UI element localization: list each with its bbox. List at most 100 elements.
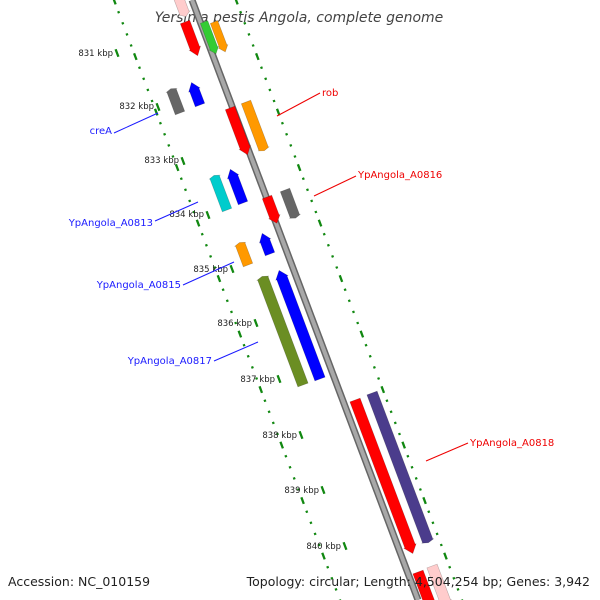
gene-label-YpAngola_A0817[interactable]: YpAngola_A0817 bbox=[127, 356, 212, 367]
major-tick bbox=[255, 52, 260, 61]
minor-tick bbox=[309, 521, 313, 525]
minor-tick bbox=[284, 454, 288, 458]
minor-tick bbox=[398, 432, 401, 436]
major-tick bbox=[359, 330, 365, 338]
minor-tick bbox=[242, 343, 246, 347]
minor-tick bbox=[456, 587, 460, 591]
left-tick-line bbox=[112, 0, 342, 600]
gene-feature-top-pink[interactable] bbox=[173, 0, 191, 17]
gene-features bbox=[165, 0, 452, 600]
minor-tick bbox=[326, 243, 330, 247]
minor-tick bbox=[343, 288, 347, 292]
major-tick bbox=[253, 318, 259, 328]
minor-tick bbox=[301, 177, 305, 181]
minor-tick bbox=[406, 454, 410, 458]
gene-feature-A0818b[interactable] bbox=[366, 390, 434, 544]
major-tick bbox=[216, 274, 222, 283]
minor-tick bbox=[335, 266, 339, 269]
major-tick bbox=[174, 163, 180, 172]
minor-tick bbox=[393, 421, 397, 425]
leader-YpAngola_A0815 bbox=[182, 261, 235, 286]
gene-feature-YpAngola_A0815[interactable] bbox=[234, 242, 254, 268]
minor-tick bbox=[322, 232, 326, 236]
minor-tick bbox=[452, 576, 456, 580]
gene-feature-top-red[interactable] bbox=[179, 19, 201, 57]
gene-feature-A0815b[interactable] bbox=[259, 232, 276, 257]
scale-labels: 831 kbp 832 kbp 833 kbp 834 kbp 835 kbp … bbox=[78, 49, 341, 552]
gene-label-YpAngola_A0816[interactable]: YpAngola_A0816 bbox=[357, 170, 442, 181]
major-tick bbox=[300, 496, 305, 505]
gene-feature-rob-orange[interactable] bbox=[240, 99, 270, 152]
gene-feature-bottom-red[interactable] bbox=[412, 569, 436, 600]
scale-label: 832 kbp bbox=[119, 102, 154, 112]
gene-label-YpAngola_A0813[interactable]: YpAngola_A0813 bbox=[68, 218, 153, 229]
backbone-line bbox=[190, 0, 420, 600]
minor-tick bbox=[296, 488, 300, 491]
minor-tick bbox=[125, 32, 129, 36]
major-tick bbox=[321, 552, 326, 560]
major-tick bbox=[133, 52, 138, 61]
minor-tick bbox=[239, 10, 243, 14]
gene-label-creA[interactable]: creA bbox=[90, 126, 113, 137]
leader-YpAngola_A0813 bbox=[154, 201, 199, 222]
gene-feature-top-green[interactable] bbox=[199, 20, 220, 55]
minor-tick bbox=[264, 77, 268, 81]
major-tick bbox=[180, 156, 186, 166]
minor-tick bbox=[314, 210, 318, 214]
gene-feature-rob[interactable] bbox=[224, 105, 251, 156]
gene-feature-top-orange[interactable] bbox=[209, 20, 229, 53]
minor-tick bbox=[209, 254, 213, 258]
gene-feature-YpAngola_A0818[interactable] bbox=[349, 397, 417, 554]
major-tick bbox=[237, 330, 243, 338]
minor-tick bbox=[260, 66, 263, 70]
label-leaders bbox=[113, 92, 469, 462]
minor-tick bbox=[263, 399, 267, 403]
minor-tick bbox=[243, 21, 247, 25]
minor-tick bbox=[255, 377, 259, 380]
major-tick bbox=[298, 430, 304, 440]
minor-tick bbox=[179, 177, 183, 181]
gene-feature-bottom-pink[interactable] bbox=[426, 563, 452, 600]
gene-labels: creA YpAngola_A0813 YpAngola_A0815 YpAng… bbox=[68, 88, 555, 449]
gene-label-YpAngola_A0815[interactable]: YpAngola_A0815 bbox=[96, 280, 181, 291]
minor-tick bbox=[317, 543, 321, 547]
gene-feature-creA[interactable] bbox=[165, 88, 186, 116]
gene-feature-YpAngola_A0813[interactable] bbox=[208, 174, 233, 213]
scale-label: 833 kbp bbox=[144, 156, 179, 166]
minor-tick bbox=[427, 510, 431, 514]
minor-tick bbox=[171, 155, 175, 158]
gene-feature-A0816b[interactable] bbox=[279, 187, 301, 219]
gene-label-YpAngola_A0818[interactable]: YpAngola_A0818 bbox=[469, 438, 554, 449]
minor-tick bbox=[306, 188, 309, 192]
minor-tick bbox=[225, 299, 229, 303]
minor-tick bbox=[448, 565, 452, 569]
genome-backbone bbox=[188, 0, 422, 600]
gene-feature-YpAngola_A0817[interactable] bbox=[256, 275, 309, 388]
scale-label: 836 kbp bbox=[217, 319, 252, 329]
gene-feature-A0814[interactable] bbox=[227, 168, 249, 206]
minor-tick bbox=[138, 66, 141, 70]
topology-text: Topology: circular; Length: 4,504,254 bp… bbox=[246, 574, 590, 589]
minor-tick bbox=[331, 254, 335, 258]
minor-tick bbox=[385, 399, 389, 403]
minor-tick bbox=[163, 132, 167, 136]
minor-tick bbox=[347, 299, 351, 303]
minor-tick bbox=[251, 44, 255, 47]
gene-label-rob[interactable]: rob bbox=[322, 88, 338, 99]
minor-tick bbox=[289, 143, 293, 147]
scale-label: 840 kbp bbox=[306, 542, 341, 552]
minor-tick bbox=[305, 510, 309, 514]
gene-feature-A0817b[interactable] bbox=[275, 269, 326, 382]
minor-tick bbox=[246, 354, 250, 358]
minor-tick bbox=[247, 32, 251, 36]
minor-tick bbox=[435, 532, 439, 536]
minor-tick bbox=[418, 488, 422, 491]
scale-label: 837 kbp bbox=[240, 375, 275, 385]
gene-feature-YpAngola_A0816[interactable] bbox=[261, 194, 281, 224]
minor-tick bbox=[129, 44, 133, 47]
minor-tick bbox=[439, 543, 443, 547]
gene-feature-creA-arrow[interactable] bbox=[188, 82, 206, 108]
minor-tick bbox=[431, 521, 435, 525]
major-tick bbox=[114, 48, 120, 58]
